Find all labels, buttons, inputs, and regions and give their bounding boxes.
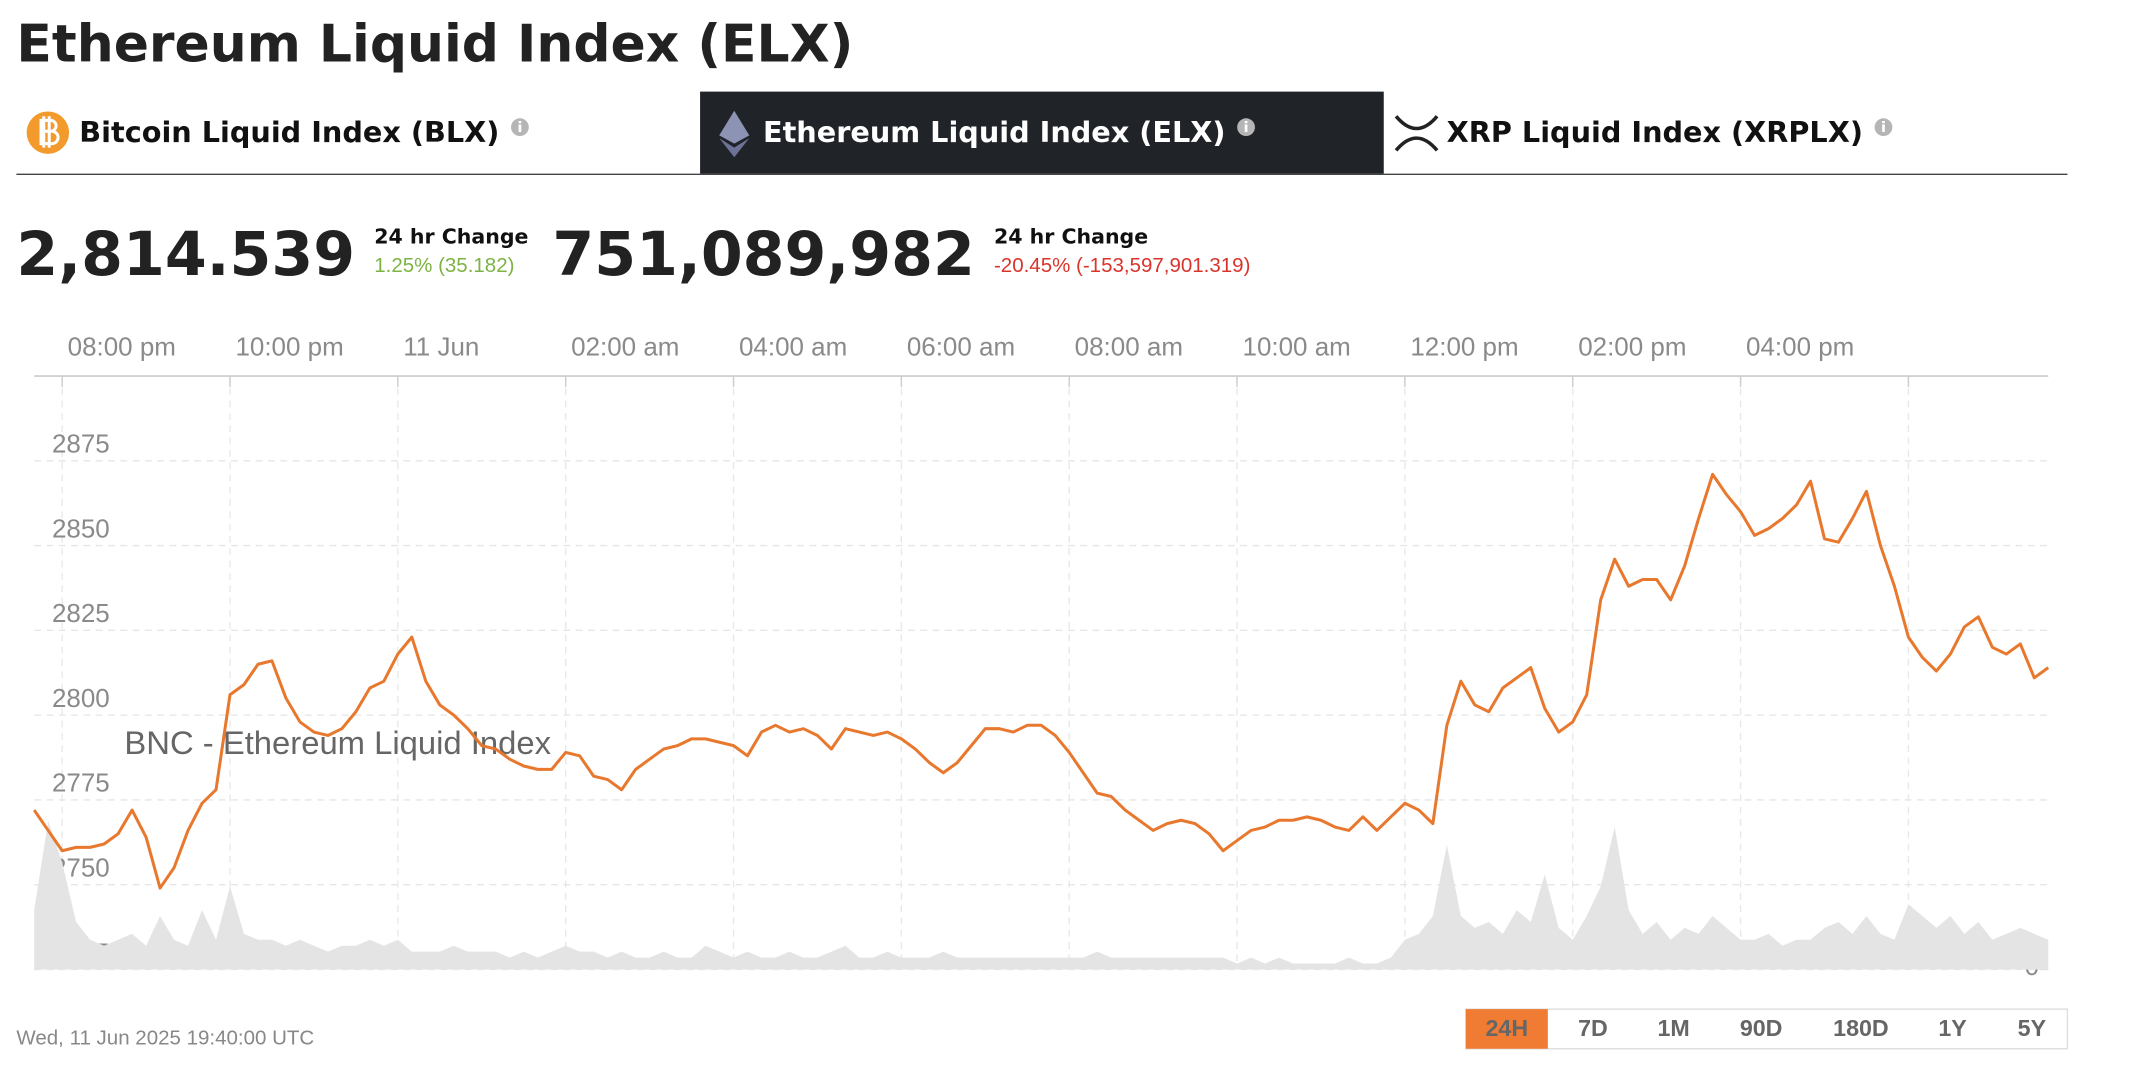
x-tick-label: 04:00 pm bbox=[1746, 332, 1854, 362]
y-tick-label: 2825 bbox=[52, 598, 110, 628]
x-tick-label: 08:00 am bbox=[1075, 332, 1183, 362]
range-button[interactable]: 1M bbox=[1657, 1015, 1689, 1041]
range-button-active[interactable] bbox=[1465, 1009, 1548, 1049]
y-tick-label: 2850 bbox=[52, 513, 110, 543]
change-value: -20.45% (-153,597,901.319) bbox=[994, 254, 1250, 277]
info-icon-dot bbox=[1244, 121, 1248, 124]
stat-value: 2,814.539 bbox=[16, 220, 355, 290]
range-button[interactable]: 5Y bbox=[2018, 1015, 2047, 1041]
x-tick-label: 02:00 pm bbox=[1578, 332, 1686, 362]
x-tick-label: 12:00 pm bbox=[1410, 332, 1518, 362]
tab-label[interactable]: Ethereum Liquid Index (ELX) bbox=[763, 115, 1226, 149]
eth-icon-top bbox=[719, 110, 750, 144]
info-icon-stem bbox=[518, 124, 522, 132]
range-button[interactable]: 1Y bbox=[1938, 1015, 1967, 1041]
info-icon-dot bbox=[1882, 121, 1885, 124]
tab-active-bg[interactable] bbox=[700, 91, 1384, 174]
x-tick-label: 10:00 am bbox=[1243, 332, 1351, 362]
stat-value: 751,089,982 bbox=[552, 220, 974, 290]
y-tick-label: 2800 bbox=[52, 683, 110, 713]
range-button[interactable]: 180D bbox=[1833, 1015, 1889, 1041]
timestamp: Wed, 11 Jun 2025 19:40:00 UTC bbox=[16, 1027, 314, 1050]
tab-label[interactable]: XRP Liquid Index (XRPLX) bbox=[1447, 115, 1863, 149]
x-tick-label: 10:00 pm bbox=[235, 332, 343, 362]
range-button[interactable]: 90D bbox=[1740, 1015, 1783, 1041]
info-icon-stem bbox=[1244, 124, 1248, 132]
info-icon-stem bbox=[1882, 124, 1885, 132]
x-tick-label: 02:00 am bbox=[571, 332, 679, 362]
range-button[interactable]: 7D bbox=[1578, 1015, 1608, 1041]
change-label: 24 hr Change bbox=[374, 224, 528, 248]
x-tick-label: 11 Jun bbox=[403, 332, 479, 362]
xrp-icon bbox=[1394, 115, 1439, 152]
y-tick-label: 2875 bbox=[52, 429, 110, 459]
x-tick-label: 08:00 pm bbox=[68, 332, 176, 362]
btc-icon-glyph bbox=[39, 116, 60, 148]
change-label: 24 hr Change bbox=[994, 224, 1148, 248]
range-group bbox=[1465, 1008, 2069, 1050]
info-icon-dot bbox=[518, 121, 522, 124]
range-button[interactable]: 24H bbox=[1486, 1015, 1529, 1041]
page-title: Ethereum Liquid Index (ELX) bbox=[16, 15, 853, 75]
price-line bbox=[32, 472, 2050, 890]
tab-label[interactable]: Bitcoin Liquid Index (BLX) bbox=[79, 115, 499, 149]
x-tick-label: 04:00 am bbox=[739, 332, 847, 362]
x-tick-label: 06:00 am bbox=[907, 332, 1015, 362]
y-tick-label: 2775 bbox=[52, 768, 110, 798]
change-value: 1.25% (35.182) bbox=[374, 254, 514, 277]
volume-area bbox=[34, 821, 2049, 970]
